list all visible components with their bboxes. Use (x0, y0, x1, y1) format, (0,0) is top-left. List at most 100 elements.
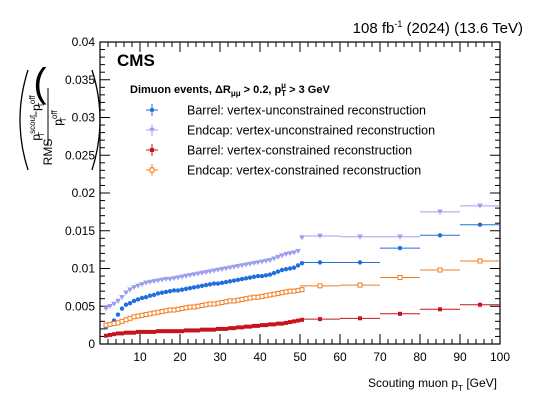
data-point (223, 299, 229, 305)
y-tick-label: 0.04 (72, 35, 96, 49)
legend-item: Endcap: vertex-unconstrained reconstruct… (146, 124, 435, 138)
data-point (437, 233, 443, 238)
y-tick-label: 0.005 (65, 299, 95, 313)
data-point (292, 319, 296, 324)
data-point (219, 267, 225, 273)
data-point (144, 329, 148, 334)
data-point (295, 248, 301, 254)
data-point (271, 270, 277, 276)
data-point (131, 298, 137, 304)
data-point (103, 306, 109, 312)
legend-marker (150, 148, 154, 152)
data-point (195, 284, 201, 289)
legend: Barrel: vertex-unconstrained reconstruct… (146, 104, 435, 178)
y-tick-label: 0 (88, 337, 95, 351)
x-tick-label: 70 (373, 350, 387, 364)
lumi-label: 108 fb-1 (2024) (13.6 TeV) (353, 19, 523, 37)
data-point (438, 307, 442, 312)
data-point (251, 294, 257, 300)
data-point (195, 271, 201, 277)
data-point (123, 290, 129, 296)
data-point (167, 276, 173, 282)
data-point (159, 309, 165, 315)
data-point (227, 298, 233, 304)
data-point (160, 329, 164, 334)
data-point (398, 311, 402, 316)
data-point (239, 276, 245, 282)
data-point (115, 298, 121, 304)
data-point (151, 292, 157, 298)
data-point (240, 325, 244, 330)
data-point (127, 315, 133, 321)
data-point (271, 291, 277, 297)
data-point (223, 279, 229, 285)
data-point (256, 323, 260, 328)
data-point (183, 286, 189, 292)
y-tick-label: 0.02 (72, 186, 96, 200)
data-point (259, 293, 265, 299)
data-point (204, 327, 208, 332)
data-point (155, 309, 161, 315)
data-point (243, 296, 249, 302)
data-point (135, 313, 141, 319)
data-point (200, 327, 204, 332)
data-point (199, 270, 205, 276)
axis-ticks (99, 41, 501, 345)
data-point (287, 288, 293, 294)
data-point (187, 304, 193, 310)
data-point (300, 317, 304, 322)
data-point (284, 320, 288, 325)
data-point (171, 307, 177, 313)
data-point (279, 290, 285, 296)
data-point (212, 327, 216, 332)
data-point (357, 234, 363, 240)
data-point (183, 273, 189, 279)
data-point (104, 333, 108, 338)
legend-marker (149, 127, 155, 133)
data-point (291, 250, 297, 256)
y-axis-rms: RMS (41, 139, 55, 166)
data-point (211, 268, 217, 274)
data-point (103, 322, 109, 328)
x-tick-label: 10 (133, 350, 147, 364)
data-point (215, 267, 221, 273)
data-point (267, 257, 273, 263)
data-point (159, 290, 165, 295)
data-point (397, 275, 403, 281)
data-point (263, 273, 269, 278)
data-point (248, 324, 252, 329)
data-point (164, 329, 168, 334)
data-point (171, 276, 177, 282)
x-tick-label: 60 (333, 350, 347, 364)
data-point (437, 267, 443, 273)
data-point (243, 276, 249, 281)
data-point (143, 312, 149, 318)
data-point (295, 263, 301, 268)
data-point (163, 276, 169, 282)
data-point (263, 258, 269, 264)
data-point (231, 264, 237, 270)
data-point (224, 326, 228, 331)
data-point (168, 329, 172, 334)
x-tick-label: 50 (293, 350, 307, 364)
data-point (203, 302, 209, 308)
data-point (119, 318, 125, 324)
data-point (276, 321, 280, 326)
data-point (199, 283, 205, 289)
data-point (299, 261, 305, 266)
data-point (176, 329, 180, 334)
data-point (123, 317, 129, 323)
data-point (195, 303, 201, 309)
data-point (191, 272, 197, 278)
legend-item: Barrel: vertex-unconstrained reconstruct… (146, 104, 426, 118)
data-point (208, 327, 212, 332)
data-point (272, 322, 276, 327)
legend-label: Barrel: vertex-constrained reconstructio… (187, 144, 412, 158)
data-point (227, 265, 233, 271)
data-point (203, 282, 209, 288)
data-point (280, 321, 284, 326)
data-point (111, 321, 117, 327)
data-point (191, 304, 197, 310)
data-point (143, 280, 149, 286)
y-axis-denominator: poffT (50, 110, 68, 126)
